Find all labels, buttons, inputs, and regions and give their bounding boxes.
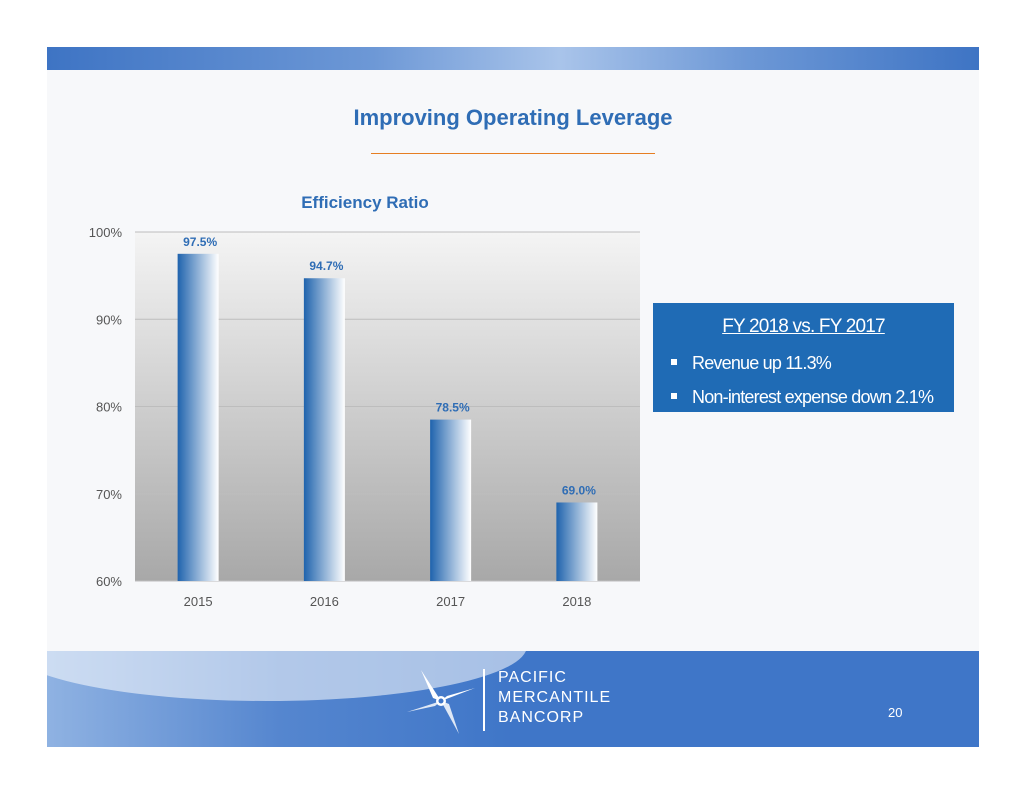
comparison-heading: FY 2018 vs. FY 2017 [722,316,885,337]
bullet-text: Revenue up 11.3% [692,353,832,373]
x-tick-label: 2016 [310,594,339,609]
bar-2016 [303,278,345,581]
comparison-box: FY 2018 vs. FY 2017 Revenue up 11.3% Non… [653,303,954,412]
bullet-revenue: Revenue up 11.3% [671,353,832,374]
header-band [47,47,979,70]
bar-2015 [177,253,219,581]
y-tick-label: 90% [96,312,122,327]
x-tick-label: 2018 [562,594,591,609]
company-logo-icon [407,670,475,734]
title-underline [371,153,655,154]
data-label: 69.0% [562,483,596,497]
bullet-marker-icon [671,359,677,366]
data-label: 97.5% [183,235,217,249]
chart-title: Efficiency Ratio [301,193,429,212]
x-tick-label: 2017 [436,594,465,609]
y-tick-label: 60% [96,574,122,589]
x-tick-label: 2015 [184,594,213,609]
bar-2018 [556,502,598,581]
logo-divider [483,669,485,731]
y-tick-label: 80% [96,400,122,415]
bullet-marker-icon [671,393,677,400]
page-number: 20 [888,705,903,720]
logo-text-line-2: MERCANTILE [498,689,612,706]
bullet-text: Non-interest expense down 2.1% [692,387,934,407]
bullet-expense: Non-interest expense down 2.1% [671,387,934,408]
footer: PACIFIC MERCANTILE BANCORP 20 [47,651,979,747]
y-tick-label: 100% [89,225,123,240]
data-label: 78.5% [436,401,470,415]
y-tick-label: 70% [96,487,122,502]
logo-text-line-3: BANCORP [498,709,585,726]
data-label: 94.7% [309,259,343,273]
bar-2017 [430,419,472,581]
logo-text-line-1: PACIFIC [498,669,567,686]
slide-title: Improving Operating Leverage [353,105,673,130]
